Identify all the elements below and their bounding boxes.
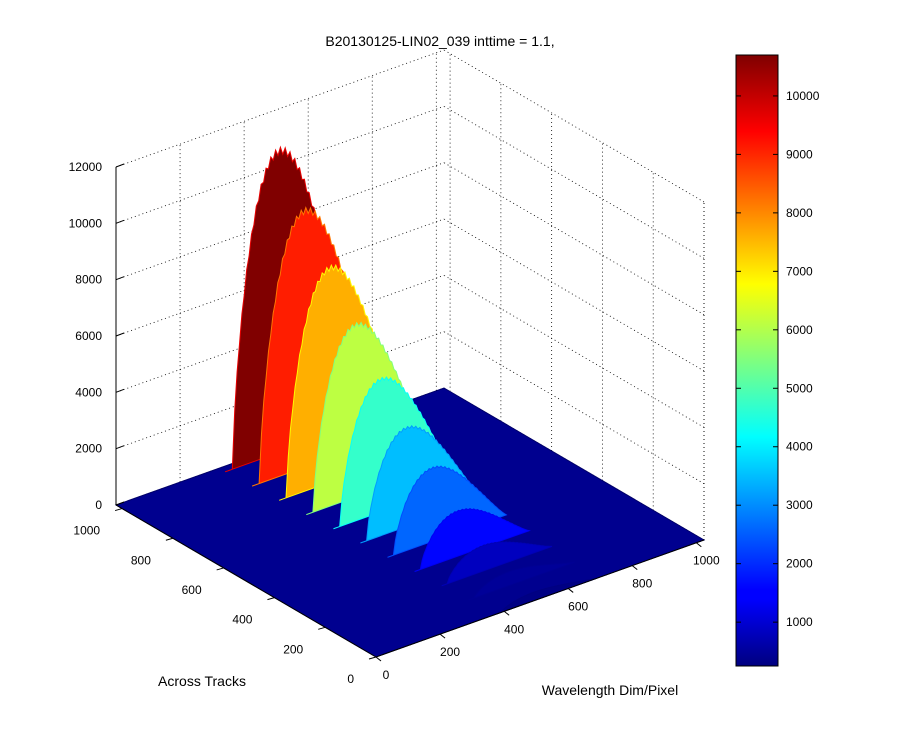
y-tick-mark: [216, 567, 224, 571]
y-tick-label: 0: [347, 672, 354, 686]
x-tick-label: 1000: [693, 554, 720, 568]
surface-profile: [387, 465, 508, 558]
surface-profile: [441, 541, 553, 587]
y-tick-label: 600: [182, 583, 202, 597]
z-tick-label: 10000: [69, 216, 103, 230]
colorbar-tick-label: 5000: [786, 381, 813, 395]
x-tick-mark: [503, 610, 510, 616]
chart-title: B20130125-LIN02_039 inttime = 1.1,: [325, 33, 554, 49]
z-tick-mark: [115, 332, 125, 337]
z-tick-label: 6000: [75, 329, 102, 343]
x-tick-label: 800: [632, 577, 652, 591]
y-tick-label: 400: [232, 613, 252, 627]
z-tick-mark: [115, 501, 125, 506]
axis-ticks: 0200400600800100002004006008001000020004…: [69, 160, 720, 686]
y-axis-label: Across Tracks: [158, 673, 246, 689]
x-axis-line: [375, 539, 705, 658]
grid-line-z-side: [443, 49, 705, 203]
colorbar-tick-label: 7000: [786, 264, 813, 278]
y-tick-mark: [267, 597, 275, 601]
x-tick-mark: [631, 565, 638, 570]
grid-line-z-side: [443, 218, 705, 372]
colorbar: 1000 2000 3000 4000 5000 6000 7000 8000 9000 1000…: [735, 54, 820, 667]
x-tick-label: 200: [440, 645, 460, 659]
colorbar-ticks: 1000 2000 3000 4000 5000 6000 7000 8000 9000 1000…: [736, 89, 820, 629]
colorbar-tick-label: 10000: [786, 89, 820, 103]
surface-profile: [414, 508, 531, 572]
z-tick-mark: [115, 163, 125, 168]
colorbar-tick-label: 4000: [786, 440, 813, 454]
surface-profile: [468, 561, 575, 601]
y-axis-line: [115, 504, 377, 658]
x-tick-mark: [696, 542, 702, 548]
colorbar-tick-label: 6000: [786, 323, 813, 337]
z-tick-label: 8000: [75, 273, 102, 287]
colorbar-tick-label: 2000: [786, 557, 813, 571]
grid-line-z-side: [443, 162, 705, 316]
z-tick-mark: [115, 276, 125, 281]
surface-mesh: [224, 145, 598, 615]
colorbar-gradient: [735, 54, 779, 667]
z-tick-mark: [115, 219, 125, 224]
colorbar-tick-label: 1000: [786, 615, 813, 629]
y-tick-label: 800: [131, 553, 151, 567]
y-tick-mark: [114, 508, 123, 512]
grid-line-z-side: [443, 274, 705, 428]
z-tick-label: 0: [95, 498, 102, 512]
x-tick-mark: [439, 633, 446, 639]
x-tick-label: 600: [568, 599, 588, 613]
y-tick-mark: [318, 626, 326, 630]
colorbar-tick-label: 3000: [786, 498, 813, 512]
x-tick-label: 0: [383, 668, 390, 682]
z-tick-label: 12000: [69, 160, 103, 174]
x-tick-mark: [567, 588, 574, 593]
x-tick-mark: [375, 656, 382, 662]
colorbar-tick-label: 8000: [786, 206, 813, 220]
y-tick-mark: [165, 537, 174, 541]
colorbar-tick-label: 9000: [786, 147, 813, 161]
x-axis-label: Wavelength Dim/Pixel: [542, 682, 678, 698]
z-tick-label: 2000: [75, 442, 102, 456]
y-tick-label: 200: [283, 642, 303, 656]
y-tick-label: 1000: [73, 524, 100, 538]
z-tick-mark: [115, 445, 125, 450]
grid-line-z-side: [443, 105, 705, 259]
z-tick-label: 4000: [75, 385, 102, 399]
y-tick-mark: [368, 656, 377, 660]
z-tick-mark: [115, 388, 125, 393]
x-tick-label: 400: [504, 622, 524, 636]
